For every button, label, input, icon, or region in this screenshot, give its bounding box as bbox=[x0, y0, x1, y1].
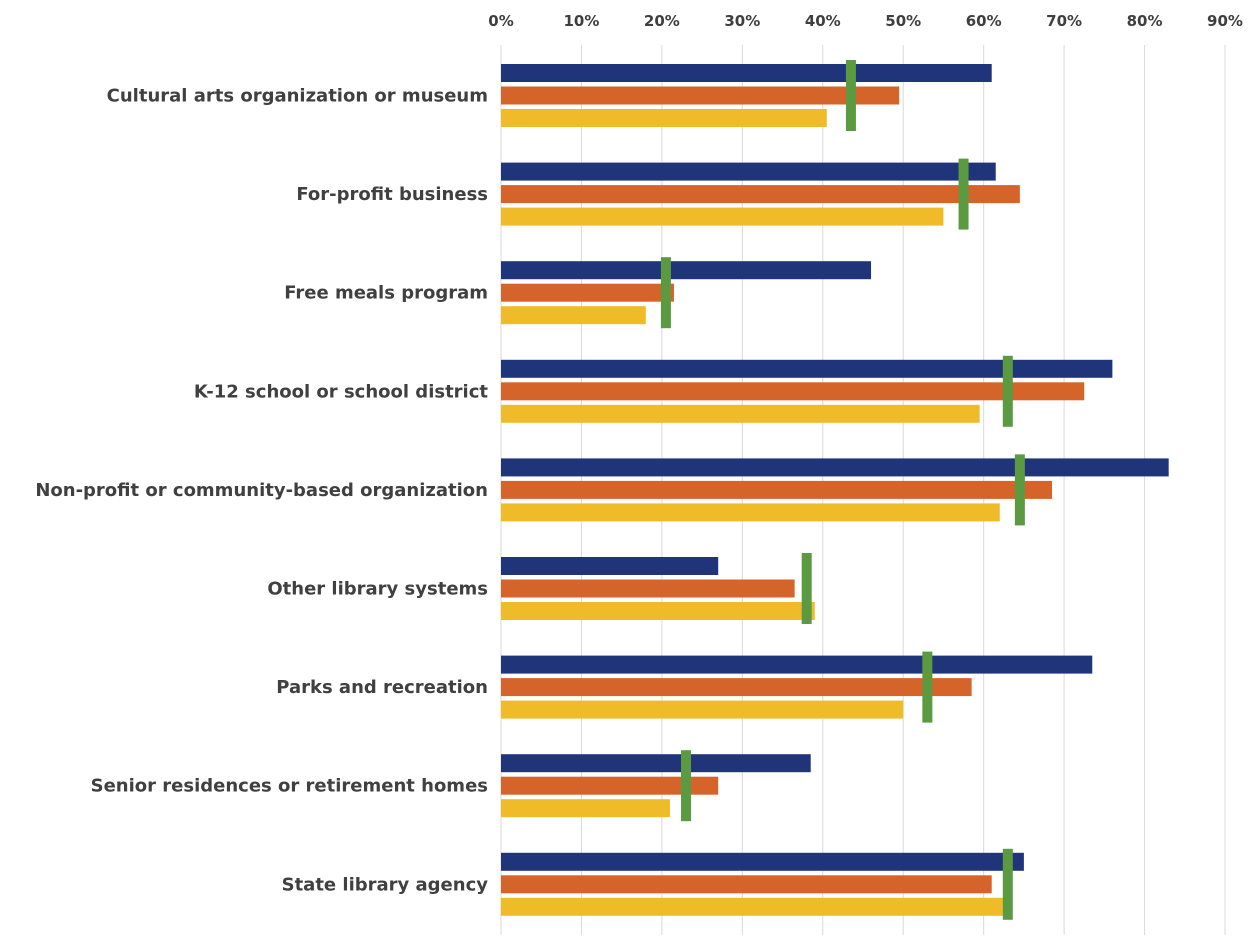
bar bbox=[501, 283, 674, 302]
markers bbox=[660, 60, 1025, 920]
bar bbox=[501, 261, 872, 280]
marker bbox=[958, 158, 969, 230]
marker bbox=[845, 60, 856, 131]
bar bbox=[501, 382, 1085, 401]
category-label: Cultural arts organization or museum bbox=[107, 86, 488, 107]
category-label: Other library systems bbox=[267, 579, 488, 600]
bar bbox=[501, 700, 904, 719]
marker bbox=[1002, 355, 1013, 427]
bar bbox=[501, 458, 1169, 477]
bar bbox=[501, 557, 719, 575]
bar bbox=[501, 776, 719, 795]
x-tick-label: 90% bbox=[1207, 12, 1243, 30]
category-label: Parks and recreation bbox=[276, 677, 488, 698]
category-label: Senior residences or retirement homes bbox=[91, 776, 488, 797]
category-label: State library agency bbox=[282, 874, 489, 895]
bar bbox=[501, 86, 900, 105]
x-tick-label: 60% bbox=[966, 12, 1002, 30]
bar bbox=[501, 64, 992, 82]
bar bbox=[501, 852, 1024, 871]
bar bbox=[501, 754, 811, 773]
x-tick-label: 30% bbox=[724, 12, 760, 30]
category-label: Free meals program bbox=[284, 283, 488, 304]
bar bbox=[501, 359, 1113, 378]
x-tick-label: 10% bbox=[563, 12, 599, 30]
x-tick-label: 50% bbox=[885, 12, 921, 30]
x-tick-label: 80% bbox=[1127, 12, 1163, 30]
x-tick-label: 0% bbox=[488, 12, 513, 30]
x-tick-label: 40% bbox=[805, 12, 841, 30]
marker bbox=[660, 257, 671, 329]
category-label: K-12 school or school district bbox=[194, 381, 489, 402]
category-label: Non-profit or community-based organizati… bbox=[35, 480, 488, 501]
marker bbox=[681, 750, 692, 822]
bar bbox=[501, 404, 980, 423]
marker bbox=[1002, 848, 1013, 920]
category-labels: Cultural arts organization or museum For-… bbox=[35, 86, 488, 896]
bar bbox=[501, 162, 996, 181]
bar bbox=[501, 503, 1000, 522]
bar bbox=[501, 655, 1093, 674]
bar bbox=[501, 678, 972, 697]
x-tick-label: 20% bbox=[644, 12, 680, 30]
marker bbox=[801, 553, 812, 624]
bar bbox=[501, 602, 815, 620]
bar bbox=[501, 579, 795, 598]
bar bbox=[501, 875, 992, 894]
bar bbox=[501, 897, 1008, 916]
bar bbox=[501, 306, 646, 325]
bar bbox=[501, 185, 1020, 204]
bar bbox=[501, 480, 1053, 499]
x-tick-label: 70% bbox=[1046, 12, 1082, 30]
marker bbox=[1014, 454, 1025, 526]
bar bbox=[501, 799, 670, 818]
bar bbox=[501, 207, 944, 226]
marker bbox=[922, 651, 933, 723]
bar bbox=[501, 109, 827, 127]
x-axis-ticks: 0% 10% 20% 30% 40% 50% 60% 70% 80% 90% bbox=[488, 12, 1243, 30]
bars bbox=[501, 64, 1169, 916]
category-label: For-profit business bbox=[296, 184, 488, 205]
